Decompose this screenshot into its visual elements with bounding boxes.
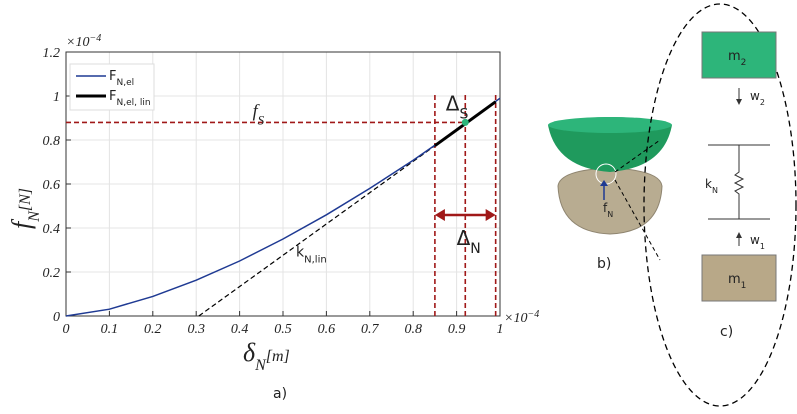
y-tick-label: 0.8 [43,134,61,149]
text-part: −4 [527,309,539,320]
text-part: f [253,100,261,120]
kn-label: kN [705,177,718,195]
text-part: N [712,186,718,195]
w1-label: w1 [750,233,765,251]
x-tick-label: 0.3 [187,322,205,337]
mass-2 [701,31,777,79]
text-part: [N] [17,188,34,211]
text-part: N [607,210,613,219]
zoom-line [614,139,661,173]
y-tick-label: 0.4 [43,222,61,237]
x-multiplier: ×10−4 [504,309,539,327]
text-part: N [470,241,480,257]
tangent-line [198,145,436,317]
text-part: 2 [741,58,747,68]
arrow-head [736,99,742,105]
zoom-ellipse [643,3,797,407]
m2-label: m2 [728,49,746,68]
upper-top [548,117,672,133]
contact-bodies [548,117,672,261]
x-tick-label: 0.8 [404,322,422,337]
zoom-line [614,179,661,261]
x-tick-label: 0.2 [144,322,162,337]
text-part: Δ [446,91,460,115]
y-axis-label: fN[N] [7,188,43,229]
series-line [65,97,501,317]
spring [733,145,745,219]
x-axis-label: δN[m] [243,338,290,374]
x-tick-label: 0.5 [274,322,292,337]
text-part: ×10 [66,35,89,50]
delta-s-label: ΔS [446,91,469,122]
text-part: −4 [89,33,101,44]
text-part: N [26,210,43,223]
legend-label: FN,el [109,69,134,88]
caption: c) [720,324,733,340]
spring-assembly [708,88,770,246]
fn-label: fN [603,201,613,219]
force-arrow-head [600,180,608,186]
text-part: ×10 [504,311,527,326]
arrow-head [434,209,445,222]
text-part: w [750,89,760,103]
text-part: F [109,69,116,84]
text-part: f [603,201,608,215]
x-tick-label: 0.7 [361,322,380,337]
text-part: F [109,89,116,104]
text-part: S [258,112,265,127]
text-part: 1 [760,242,765,251]
lower-body [557,167,663,235]
y-tick-label: 1 [53,90,60,105]
x-tick-label: 0.4 [231,322,249,337]
x-tick-label: 0.9 [448,322,466,337]
legend-label: FN,el, lin [109,89,151,108]
text-part: 1 [741,281,747,291]
text-part: f [7,218,36,229]
delta-n-label: ΔN [457,226,481,257]
legend-box [69,63,155,111]
caption: a) [273,386,287,402]
text-part: δ [243,338,256,367]
m1-label: m1 [728,272,746,291]
y-tick-label: 0 [53,310,60,325]
text-part: N,el, lin [116,98,150,108]
text-part: S [459,106,468,122]
x-tick-label: 0 [63,322,70,337]
y-multiplier: ×10−4 [66,33,101,51]
text-part: k [705,177,712,191]
text-part: N,el [116,78,134,88]
x-tick-label: 0.6 [318,322,336,337]
arrow-head [736,232,742,238]
y-tick-label: 1.2 [43,46,61,61]
text-part: 2 [760,98,765,107]
text-part: N,lin [304,254,327,265]
x-tick-label: 1 [497,322,504,337]
text-part: Δ [457,226,471,250]
text-part: [m] [266,348,290,365]
text-part: m [728,272,741,287]
x-tick-label: 0.1 [101,322,119,337]
caption: b) [597,256,611,272]
text-part: w [750,233,760,247]
mass-1 [701,254,777,302]
plot-frame [65,51,501,317]
y-tick-label: 0.6 [43,178,61,193]
fs-point [461,118,469,126]
fs-label: fS [253,100,265,127]
tangent-label: kN,lin [296,245,327,266]
w2-label: w2 [750,89,765,107]
text-part: N [254,357,267,374]
arrow-head [485,209,496,222]
text-part: m [728,49,741,64]
y-tick-label: 0.2 [43,266,61,281]
text-part: k [296,245,305,261]
